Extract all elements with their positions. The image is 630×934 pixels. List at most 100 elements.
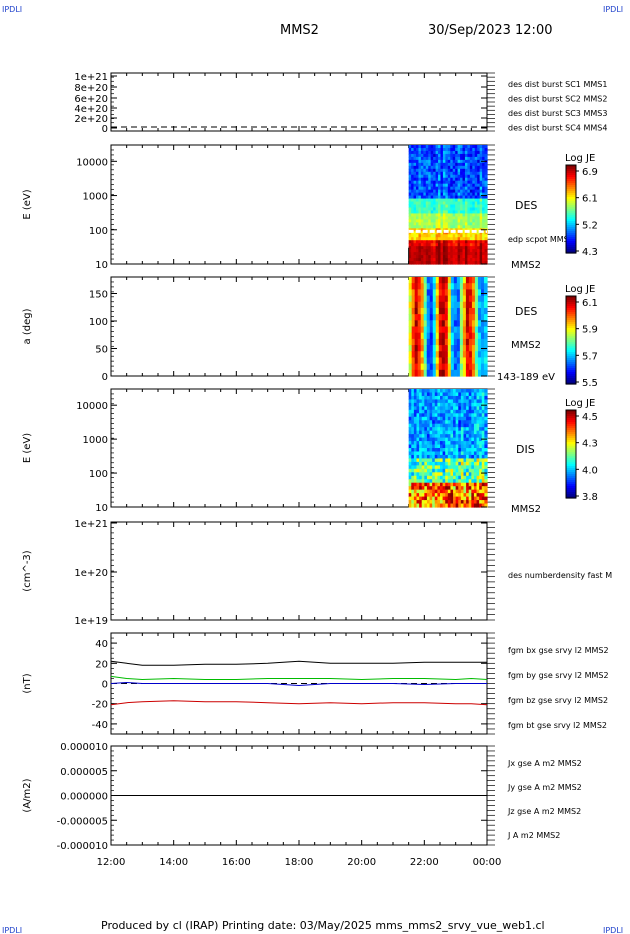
spectrogram-cell <box>482 145 486 149</box>
spectrogram-cell <box>460 147 464 152</box>
spectrogram-cell <box>442 427 446 432</box>
spectrogram-cell <box>467 192 471 197</box>
spectrogram-cell <box>460 174 464 179</box>
spectrogram-cell <box>429 475 433 480</box>
spectrogram-cell <box>479 496 483 501</box>
spectrogram-cell <box>420 301 425 309</box>
spectrogram-cell <box>437 413 441 418</box>
spectrogram-cell <box>430 237 434 241</box>
spectrogram-cell <box>455 198 459 203</box>
spectrogram-cell <box>473 409 478 414</box>
spectrogram-cell <box>474 204 478 209</box>
spectrogram-cell <box>474 189 478 194</box>
colorbar-cell <box>566 336 576 339</box>
spectrogram-cell <box>484 503 488 508</box>
spectrogram-cell <box>479 458 483 463</box>
spectrogram-cell <box>416 399 420 404</box>
spectrogram-cell <box>420 332 425 340</box>
spectrogram-cell <box>467 243 471 247</box>
spectrogram-cell <box>472 216 476 220</box>
spectrogram-cell <box>450 314 455 321</box>
spectrogram-cell <box>477 326 482 334</box>
spectrogram-cell <box>462 207 466 212</box>
spectrogram-cell <box>481 413 485 418</box>
spectrogram-cell <box>424 486 428 491</box>
spectrogram-cell <box>450 402 454 407</box>
spectrogram-cell <box>460 392 465 397</box>
spectrogram-cell <box>411 423 415 428</box>
spectrogram-cell <box>457 177 461 182</box>
spectrogram-cell <box>471 437 475 442</box>
spectrogram-cell <box>450 395 454 401</box>
spectrogram-cell <box>455 430 459 435</box>
spectrogram-cell <box>423 195 427 200</box>
colorbar-cell <box>566 448 576 451</box>
x-tick-label: 00:00 <box>473 857 502 868</box>
spectrogram-cell <box>429 369 434 377</box>
spectrogram-cell <box>452 159 456 164</box>
spectrogram-cell <box>426 482 431 487</box>
y-tick-label: 150 <box>89 290 108 301</box>
spectrogram-cell <box>442 486 446 491</box>
spectrogram-cell <box>450 461 454 466</box>
spectrogram-cell <box>416 479 420 484</box>
spectrogram-cell <box>426 345 431 352</box>
spectrogram-cell <box>474 174 478 179</box>
spectrogram-cell <box>442 434 446 439</box>
spectrogram-cell <box>482 234 486 238</box>
spectrogram-cell <box>428 159 432 164</box>
spectrogram-cell <box>414 369 419 377</box>
spectrogram-cell <box>483 283 488 290</box>
y-tick-label: 6e+20 <box>74 94 108 105</box>
spectrogram-cell <box>438 177 442 182</box>
spectrogram-cell <box>468 399 472 404</box>
colorbar-cell <box>566 177 576 180</box>
spectrogram-cell <box>445 240 449 244</box>
spectrogram-cell <box>452 145 456 149</box>
spectrogram-cell <box>442 231 446 235</box>
spectrogram-cell <box>432 332 437 340</box>
spectrogram-cell <box>441 326 446 334</box>
spectrogram-cell <box>438 237 442 241</box>
spectrogram-cell <box>472 168 476 173</box>
spectrogram-cell <box>438 234 442 238</box>
spectrogram-cell <box>440 427 444 432</box>
spectrogram-cell <box>424 451 428 456</box>
spectrogram-cell <box>411 409 415 414</box>
spectrogram-cell <box>480 320 485 328</box>
spectrogram-cell <box>419 406 423 411</box>
spectrogram-cell <box>469 249 473 253</box>
spectrogram-cell <box>432 392 436 397</box>
spectrogram-cell <box>420 314 425 321</box>
spectrogram-cell <box>418 261 422 265</box>
spectrogram-cell <box>467 246 471 250</box>
spectrogram-cell <box>421 493 425 498</box>
spectrogram-cell <box>419 448 423 453</box>
colorbar-cell <box>566 213 576 216</box>
spectrogram-cell <box>418 201 422 206</box>
spectrogram-cell <box>457 234 461 238</box>
spectrogram-cell <box>429 472 433 477</box>
spectrogram-cell <box>471 301 476 309</box>
spectrogram-cell <box>419 427 423 432</box>
spectrogram-cell <box>421 423 425 428</box>
colorbar-tick-label: 4.0 <box>582 465 598 476</box>
spectrogram-cell <box>460 213 464 217</box>
spectrogram-cell <box>476 454 480 460</box>
spectrogram-cell <box>450 249 454 253</box>
spectrogram-cell <box>425 222 429 226</box>
spectrogram-cell <box>458 468 462 473</box>
spectrogram-cell <box>467 183 471 188</box>
spectrogram-cell <box>440 147 444 152</box>
spectrogram-cell <box>477 252 481 256</box>
spectrogram-cell <box>468 395 472 401</box>
spectrogram-cell <box>434 472 438 477</box>
spectrogram-cell <box>408 255 412 259</box>
spectrogram-cell <box>466 465 470 470</box>
spectrogram-cell <box>421 406 425 411</box>
spectrogram-cell <box>419 413 423 418</box>
spectrogram-cell <box>477 357 482 365</box>
spectrogram-cell <box>476 500 480 505</box>
spectrogram-cell <box>421 402 425 407</box>
spectrogram-cell <box>458 434 462 439</box>
